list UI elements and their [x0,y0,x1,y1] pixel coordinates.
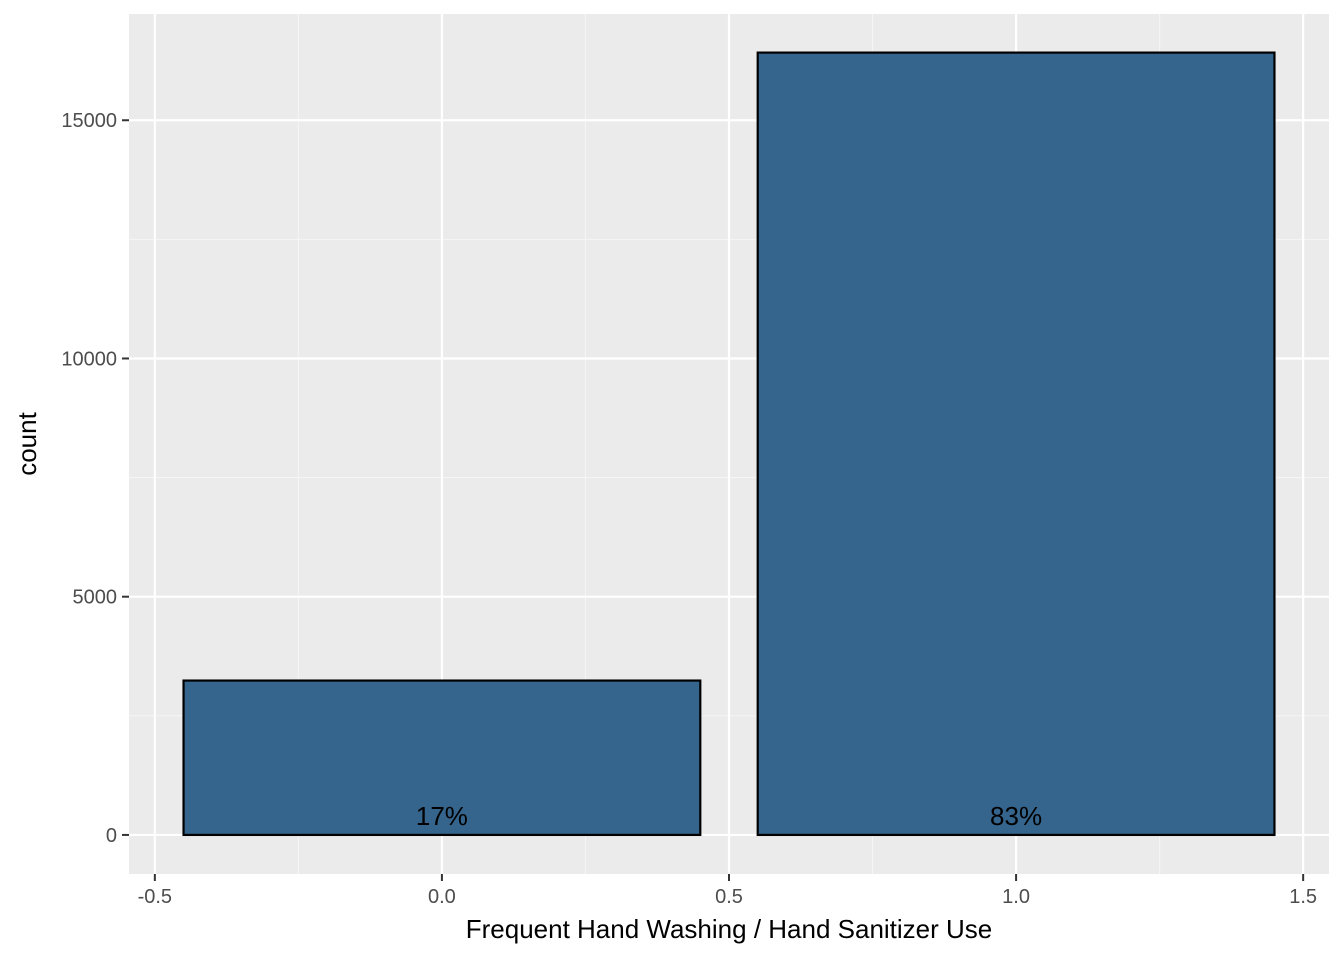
x-axis: -0.5 0.0 0.5 1.0 1.5 [138,874,1317,908]
bars [182,51,1276,837]
y-tick-label: 10000 [61,348,117,370]
x-tick-label: 0.0 [428,886,456,908]
y-axis: 0 5000 10000 15000 [61,110,129,847]
x-tick-label: -0.5 [138,886,172,908]
y-tick-label: 0 [106,825,117,847]
x-tick-label: 1.0 [1002,886,1030,908]
x-tick-label: 0.5 [715,886,743,908]
bar-0 [182,679,702,837]
y-tick-label: 5000 [73,587,118,609]
y-axis-title: count [12,411,42,475]
bar-label-0: 17% [416,801,468,831]
x-tick-label: 1.5 [1289,886,1317,908]
bar-labels: 17% 83% [416,801,1042,831]
y-tick-label: 15000 [61,110,117,132]
x-axis-title: Frequent Hand Washing / Hand Sanitizer U… [466,914,993,944]
bar-1 [756,51,1276,837]
bar-label-1: 83% [990,801,1042,831]
